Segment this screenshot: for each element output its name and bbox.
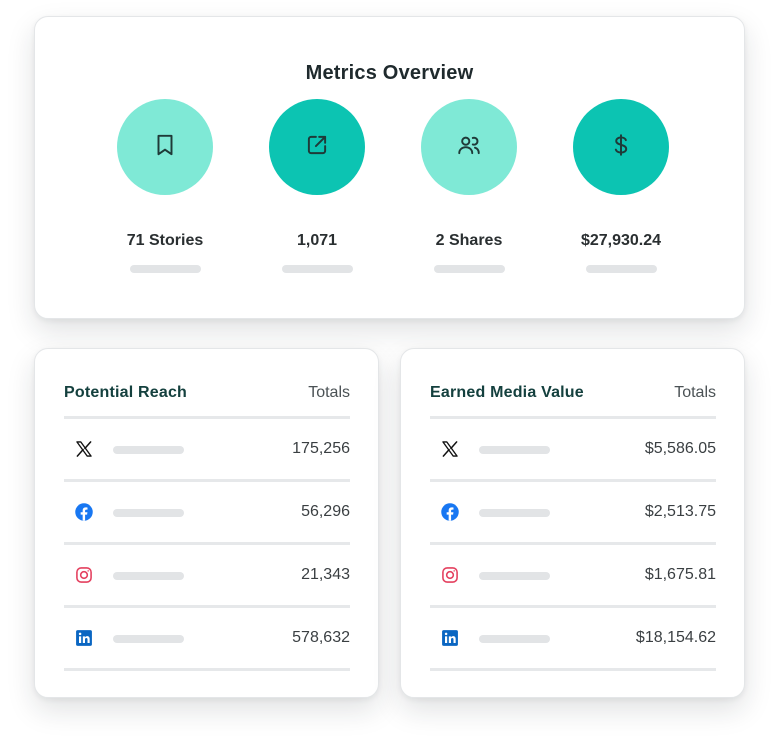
placeholder-bar xyxy=(113,509,184,517)
placeholder-bar xyxy=(434,265,505,273)
metric-circle xyxy=(269,99,365,195)
metric-circle xyxy=(573,99,669,195)
instagram-icon xyxy=(440,565,460,585)
dollar-icon xyxy=(608,132,634,163)
row-value: $1,675.81 xyxy=(644,566,716,583)
table-row: 21,343 xyxy=(64,545,350,608)
row-value: $5,586.05 xyxy=(644,440,716,457)
table-row: $5,586.05 xyxy=(430,419,716,482)
placeholder-bar xyxy=(479,635,550,643)
facebook-icon xyxy=(440,502,460,522)
instagram-icon xyxy=(74,565,94,585)
table-row: 175,256 xyxy=(64,419,350,482)
x-icon xyxy=(74,439,94,459)
placeholder-bar xyxy=(130,265,201,273)
table-row: 578,632 xyxy=(64,608,350,671)
row-value: 21,343 xyxy=(301,566,350,583)
metric-circle xyxy=(421,99,517,195)
placeholder-bar xyxy=(113,446,184,454)
metric-clicks: 1,071 xyxy=(237,99,397,289)
totals-label: Totals xyxy=(674,384,716,401)
row-value: 56,296 xyxy=(301,503,350,520)
table-title: Earned Media Value xyxy=(430,384,584,401)
bookmark-icon xyxy=(152,132,178,163)
placeholder-bar xyxy=(113,572,184,580)
metric-stories: 71 Stories xyxy=(85,99,245,289)
share-out-icon xyxy=(304,132,330,163)
metric-shares: 2 Shares xyxy=(389,99,549,289)
metric-value: 1,071 xyxy=(296,232,338,249)
metric-value-total: $27,930.24 xyxy=(541,99,701,289)
placeholder-bar xyxy=(586,265,657,273)
placeholder-bar xyxy=(479,509,550,517)
metric-value: 2 Shares xyxy=(435,232,503,249)
placeholder-bar xyxy=(282,265,353,273)
metrics-overview-card: Metrics Overview 71 Stories 1,071 2 Shar… xyxy=(34,16,745,319)
table-row: $2,513.75 xyxy=(430,482,716,545)
table-header: Potential Reach Totals xyxy=(64,380,350,419)
row-value: $18,154.62 xyxy=(635,629,716,646)
table-header: Earned Media Value Totals xyxy=(430,380,716,419)
metric-value: $27,930.24 xyxy=(580,232,662,249)
metric-circle xyxy=(117,99,213,195)
row-value: $2,513.75 xyxy=(644,503,716,520)
table-title: Potential Reach xyxy=(64,384,188,401)
potential-reach-card: Potential Reach Totals 175,256 56,296 21… xyxy=(34,348,379,698)
row-value: 175,256 xyxy=(292,440,350,457)
users-icon xyxy=(456,132,482,163)
totals-label: Totals xyxy=(308,384,350,401)
placeholder-bar xyxy=(113,635,184,643)
placeholder-bar xyxy=(479,446,550,454)
linkedin-icon xyxy=(440,628,460,648)
metrics-overview-title: Metrics Overview xyxy=(305,62,474,84)
table-row: $1,675.81 xyxy=(430,545,716,608)
earned-media-value-card: Earned Media Value Totals $5,586.05 $2,5… xyxy=(400,348,745,698)
metric-value: 71 Stories xyxy=(126,232,204,249)
row-value: 578,632 xyxy=(292,629,350,646)
linkedin-icon xyxy=(74,628,94,648)
table-row: 56,296 xyxy=(64,482,350,545)
x-icon xyxy=(440,439,460,459)
facebook-icon xyxy=(74,502,94,522)
placeholder-bar xyxy=(479,572,550,580)
table-row: $18,154.62 xyxy=(430,608,716,671)
